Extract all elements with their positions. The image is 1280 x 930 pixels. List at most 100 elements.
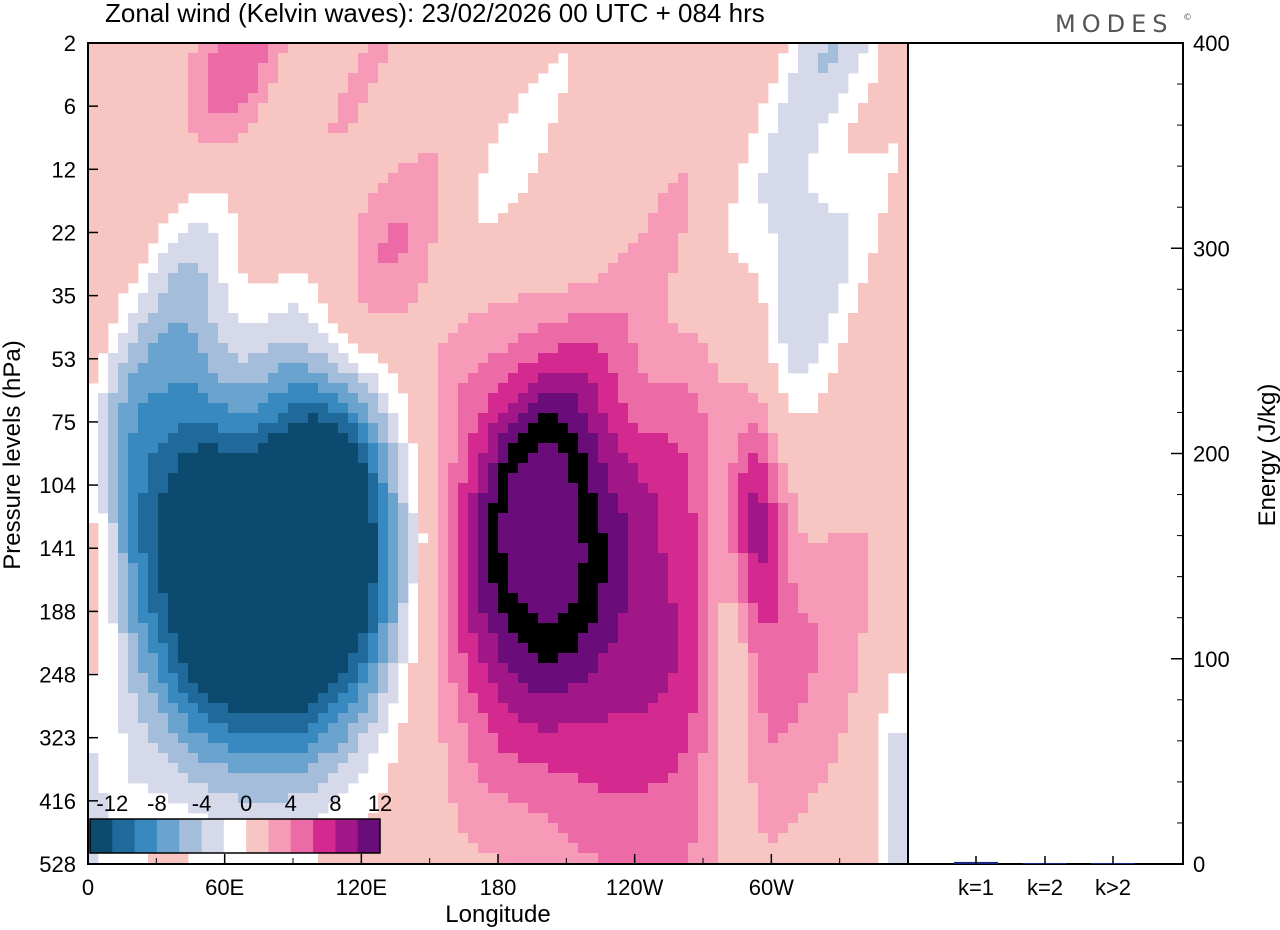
heatmap-cell — [888, 353, 899, 364]
heatmap-cell — [98, 253, 109, 264]
heatmap-cell — [818, 433, 829, 444]
heatmap-cell — [798, 313, 809, 324]
heatmap-cell — [468, 563, 479, 574]
heatmap-cell — [718, 223, 729, 234]
heatmap-cell — [518, 453, 529, 464]
heatmap-cell — [378, 683, 389, 694]
heatmap-cell — [888, 653, 899, 664]
heatmap-cell — [198, 513, 209, 524]
heatmap-cell — [398, 243, 409, 254]
heatmap-cell — [328, 663, 339, 674]
heatmap-cell — [158, 103, 169, 114]
heatmap-cell — [558, 503, 569, 514]
heatmap-cell — [478, 403, 489, 414]
heatmap-cell — [778, 563, 789, 574]
heatmap-cell — [338, 133, 349, 144]
heatmap-cell — [528, 523, 539, 534]
heatmap-cell — [388, 503, 399, 514]
heatmap-cell — [358, 313, 369, 324]
heatmap-cell — [388, 253, 399, 264]
heatmap-cell — [628, 663, 639, 674]
heatmap-cell — [878, 213, 889, 224]
heatmap-cell — [658, 273, 669, 284]
heatmap-cell — [658, 293, 669, 304]
heatmap-cell — [288, 253, 299, 264]
heatmap-cell — [878, 553, 889, 564]
heatmap-cell — [728, 103, 739, 114]
heatmap-cell — [598, 523, 609, 534]
heatmap-cell — [878, 253, 889, 264]
heatmap-cell — [828, 373, 839, 384]
heatmap-cell — [838, 533, 849, 544]
heatmap-cell — [518, 563, 529, 574]
heatmap-cell — [108, 63, 119, 74]
heatmap-cell — [268, 113, 279, 124]
heatmap-cell — [688, 463, 699, 474]
heatmap-cell — [608, 53, 619, 64]
heatmap-cell — [728, 543, 739, 554]
heatmap-cell — [578, 273, 589, 284]
heatmap-cell — [218, 313, 229, 324]
heatmap-cell — [418, 373, 429, 384]
heatmap-cell — [518, 193, 529, 204]
heatmap-cell — [708, 153, 719, 164]
heatmap-cell — [268, 623, 279, 634]
heatmap-cell — [128, 673, 139, 684]
heatmap-cell — [198, 593, 209, 604]
heatmap-cell — [418, 343, 429, 354]
heatmap-cell — [338, 223, 349, 234]
heatmap-cell — [208, 693, 219, 704]
heatmap-cell — [468, 213, 479, 224]
heatmap-cell — [818, 533, 829, 544]
heatmap-cell — [618, 53, 629, 64]
heatmap-cell — [448, 363, 459, 374]
heatmap-cell — [868, 123, 879, 134]
heatmap-cell — [608, 693, 619, 704]
heatmap-cell — [318, 683, 329, 694]
heatmap-cell — [808, 553, 819, 564]
heatmap-cell — [208, 283, 219, 294]
heatmap-cell — [318, 413, 329, 424]
heatmap-cell — [648, 563, 659, 574]
heatmap-cell — [628, 613, 639, 624]
heatmap-cell — [878, 343, 889, 354]
heatmap-cell — [548, 453, 559, 464]
heatmap-cell — [628, 163, 639, 174]
heatmap-cell — [288, 593, 299, 604]
heatmap-cell — [808, 343, 819, 354]
heatmap-cell — [478, 273, 489, 284]
heatmap-cell — [418, 143, 429, 154]
heatmap-cell — [138, 93, 149, 104]
heatmap-cell — [448, 533, 459, 544]
heatmap-cell — [798, 673, 809, 684]
heatmap-cell — [508, 423, 519, 434]
heatmap-cell — [608, 503, 619, 514]
heatmap-cell — [438, 343, 449, 354]
heatmap-cell — [678, 533, 689, 544]
heatmap-cell — [268, 613, 279, 624]
heatmap-cell — [538, 303, 549, 314]
heatmap-cell — [208, 83, 219, 94]
heatmap-cell — [418, 483, 429, 494]
heatmap-cell — [348, 563, 359, 574]
heatmap-cell — [768, 163, 779, 174]
heatmap-cell — [758, 453, 769, 464]
heatmap-cell — [458, 63, 469, 74]
heatmap-cell — [648, 453, 659, 464]
heatmap-cell — [878, 373, 889, 384]
heatmap-cell — [228, 593, 239, 604]
heatmap-cell — [748, 643, 759, 654]
heatmap-cell — [888, 473, 899, 484]
heatmap-cell — [308, 693, 319, 704]
heatmap-cell — [228, 663, 239, 674]
heatmap-cell — [478, 703, 489, 714]
heatmap-cell — [178, 603, 189, 614]
heatmap-cell — [738, 593, 749, 604]
heatmap-cell — [888, 513, 899, 524]
heatmap-cell — [788, 173, 799, 184]
heatmap-cell — [378, 353, 389, 364]
heatmap-cell — [868, 363, 879, 374]
heatmap-cell — [238, 263, 249, 274]
heatmap-cell — [158, 193, 169, 204]
heatmap-cell — [158, 403, 169, 414]
